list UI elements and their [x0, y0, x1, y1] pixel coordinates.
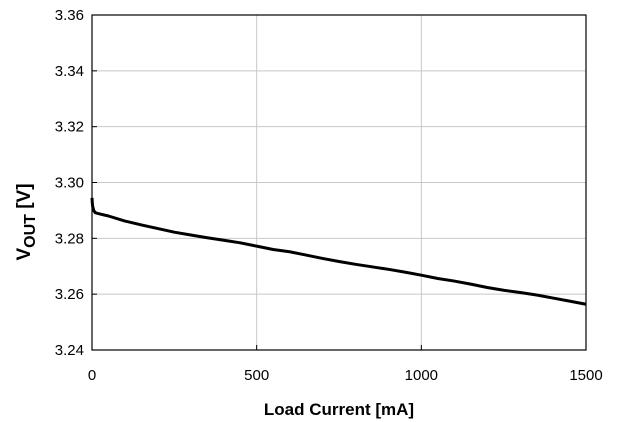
series-layer — [90, 197, 587, 306]
y-tick-label: 3.26 — [55, 286, 84, 303]
x-axis-ticks: 0 500 1000 1500 — [88, 345, 603, 384]
y-axis-title-main: V — [14, 248, 35, 261]
x-tick-label: 0 — [88, 367, 96, 384]
y-axis-title: VOUT [V] — [14, 183, 39, 260]
y-tick-label: 3.30 — [55, 175, 84, 192]
grid-lines — [91, 14, 587, 351]
y-tick-label: 3.32 — [55, 119, 84, 136]
y-tick-label: 3.34 — [55, 63, 84, 80]
y-axis-title-sub: OUT — [22, 214, 39, 248]
y-tick-label: 3.36 — [55, 7, 84, 24]
x-tick-label: 500 — [244, 367, 269, 384]
y-axis-title-unit: [V] — [14, 183, 35, 214]
vout-series-line — [90, 197, 587, 306]
y-tick-label: 3.24 — [55, 342, 84, 359]
y-tick-label: 3.28 — [55, 230, 84, 247]
x-axis-title: Load Current [mA] — [264, 400, 414, 419]
x-tick-label: 1500 — [569, 367, 602, 384]
x-tick-label: 1000 — [405, 367, 438, 384]
y-axis-ticks: 3.24 3.26 3.28 3.30 3.32 3.34 3.36 — [55, 7, 97, 359]
